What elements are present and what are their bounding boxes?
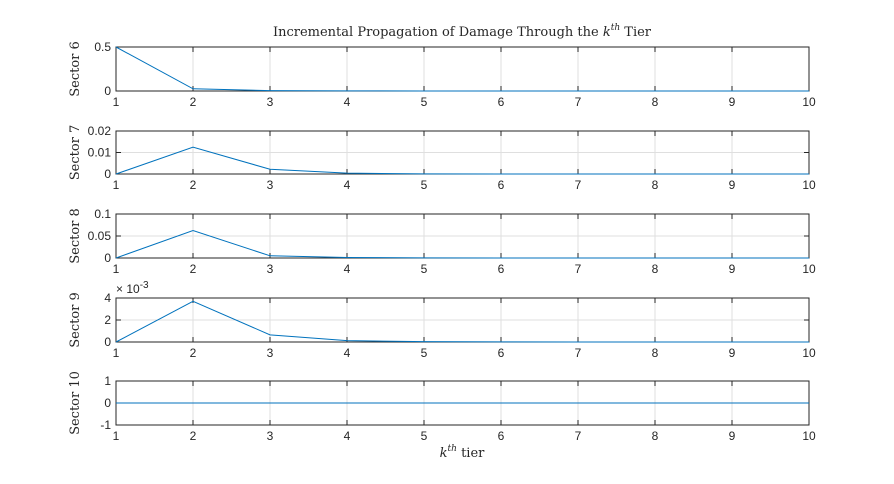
- chart-title-end: Tier: [620, 25, 652, 40]
- x-tick-label: 1: [113, 429, 120, 443]
- series-line-2: [115, 146, 809, 175]
- x-tick-label: 8: [652, 95, 659, 109]
- x-axis-label-end: tier: [457, 446, 485, 461]
- x-tick-label: 4: [344, 95, 351, 109]
- series-line-4: [115, 300, 809, 343]
- x-tick-label: 8: [652, 262, 659, 276]
- y-tick-label: 0.5: [94, 40, 111, 54]
- x-tick-label: 10: [802, 346, 816, 360]
- x-tick-label: 3: [267, 346, 274, 360]
- subplot-3: 1 2 3 4 5 6 7 8 9 10 0 0.05 0.1 Sector 8: [68, 207, 816, 276]
- x-tick-label: 6: [498, 429, 505, 443]
- x-tick-label: 3: [267, 178, 274, 192]
- x-tick-label: 8: [652, 429, 659, 443]
- x-tick-label: 6: [498, 95, 505, 109]
- x-tick-label: 9: [729, 95, 736, 109]
- x-tick-label: 3: [267, 429, 274, 443]
- x-tick-label: 1: [113, 346, 120, 360]
- chart-title-k: k: [603, 25, 611, 40]
- x-tick-label: 2: [190, 95, 197, 109]
- y-exponent-power: -3: [140, 280, 149, 291]
- x-tick-label: 10: [802, 178, 816, 192]
- y-tick-label: -1: [100, 418, 111, 432]
- x-tick-label: 5: [421, 95, 428, 109]
- y-exponent-base: × 10: [116, 282, 140, 296]
- subplot-1: 1 2 3 4 5 6 7 8 9 10 0 0.5 Sector 6: [68, 40, 816, 109]
- y-tick-label: 0: [104, 84, 111, 98]
- x-axis-label: kth tier: [440, 444, 486, 461]
- x-tick-label: 2: [190, 262, 197, 276]
- x-tick-label: 10: [802, 429, 816, 443]
- x-tick-label: 2: [190, 429, 197, 443]
- x-tick-label: 5: [421, 262, 428, 276]
- y-axis-label-3: Sector 8: [68, 208, 83, 264]
- y-tick-label: 0: [104, 251, 111, 265]
- x-tick-label: 1: [113, 95, 120, 109]
- x-tick-label: 4: [344, 178, 351, 192]
- x-tick-label: 2: [190, 178, 197, 192]
- x-tick-label: 3: [267, 262, 274, 276]
- x-tick-label: 4: [344, 262, 351, 276]
- x-axis-label-k: k: [440, 446, 448, 461]
- subplot-5: 1 2 3 4 5 6 7 8 9 10 -1 0 1 Sector 10: [68, 371, 816, 443]
- chart-title-sup: th: [611, 23, 620, 33]
- subplot-2: 1 2 3 4 5 6 7 8 9 10 0 0.01 0.02 Sector 7: [68, 124, 816, 192]
- subplot-4: 1 2 3 4 5 6 7 8 9 10 0 2 4 × 10-3 Sector 9: [68, 280, 816, 360]
- y-tick-label: 2: [104, 313, 111, 327]
- y-tick-label: 0: [104, 167, 111, 181]
- y-axis-label-2: Sector 7: [68, 125, 83, 181]
- x-tick-label: 7: [575, 262, 582, 276]
- x-tick-label: 7: [575, 346, 582, 360]
- y-tick-label: 0.01: [88, 146, 112, 160]
- x-tick-label: 9: [729, 346, 736, 360]
- y-axis-label-5: Sector 10: [68, 371, 83, 435]
- y-tick-label: 0.02: [88, 124, 112, 138]
- x-tick-label: 1: [113, 262, 120, 276]
- x-tick-label: 4: [344, 429, 351, 443]
- x-tick-label: 5: [421, 178, 428, 192]
- chart-title: Incremental Propagation of Damage Throug…: [273, 23, 652, 40]
- series-line-1: [115, 46, 809, 92]
- y-axis-label-4: Sector 9: [68, 292, 83, 348]
- x-tick-label: 6: [498, 346, 505, 360]
- x-axis-label-sup: th: [448, 444, 457, 454]
- y-exponent-label: × 10-3: [116, 280, 149, 296]
- y-tick-label: 0.1: [94, 207, 111, 221]
- x-tick-label: 9: [729, 429, 736, 443]
- x-tick-label: 8: [652, 346, 659, 360]
- series-line-3: [115, 229, 809, 259]
- x-tick-label: 4: [344, 346, 351, 360]
- y-tick-label: 1: [104, 374, 111, 388]
- x-tick-label: 1: [113, 178, 120, 192]
- x-tick-label: 9: [729, 178, 736, 192]
- x-tick-label: 7: [575, 178, 582, 192]
- y-tick-label: 0: [104, 396, 111, 410]
- x-tick-label: 7: [575, 429, 582, 443]
- x-tick-label: 3: [267, 95, 274, 109]
- x-tick-label: 10: [802, 95, 816, 109]
- x-tick-label: 6: [498, 178, 505, 192]
- y-tick-label: 0.05: [88, 229, 112, 243]
- chart-title-main: Incremental Propagation of Damage Throug…: [273, 25, 603, 40]
- x-tick-label: 7: [575, 95, 582, 109]
- y-tick-label: 0: [104, 335, 111, 349]
- axes-box-1: [115, 46, 810, 92]
- x-tick-label: 10: [802, 262, 816, 276]
- x-tick-label: 2: [190, 346, 197, 360]
- x-tick-label: 5: [421, 346, 428, 360]
- x-tick-label: 5: [421, 429, 428, 443]
- x-tick-label: 8: [652, 178, 659, 192]
- x-tick-label: 6: [498, 262, 505, 276]
- y-tick-label: 4: [104, 291, 111, 305]
- x-tick-label: 9: [729, 262, 736, 276]
- y-axis-label-1: Sector 6: [68, 41, 83, 97]
